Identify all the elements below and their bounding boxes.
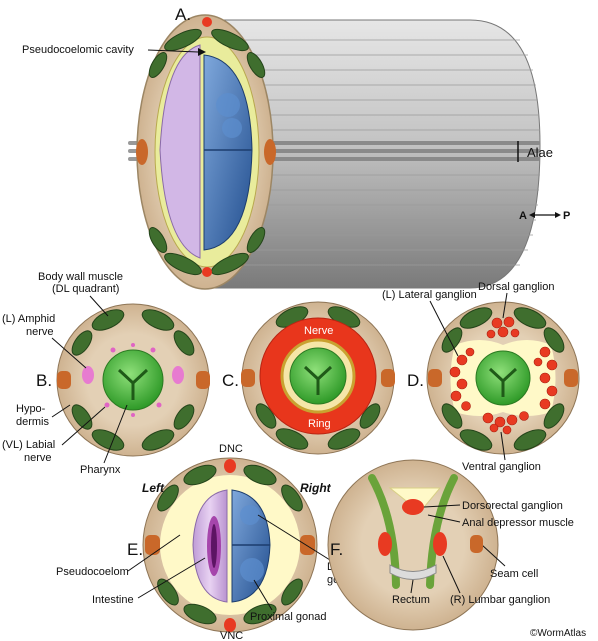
dorsal-ganglion-label: Dorsal ganglion (478, 281, 554, 293)
pharynx-c (289, 347, 347, 405)
seam-cell-left-a (136, 139, 148, 165)
rectum-label: Rectum (392, 594, 430, 606)
axis-p-label: P (563, 210, 570, 222)
labial-nerves (104, 343, 162, 417)
body-wall-muscle-label: Body wall muscle (38, 271, 123, 283)
ventral-cord-a (202, 267, 212, 277)
ring-label: Ring (308, 418, 331, 430)
muscles-d (441, 307, 565, 451)
seam-cell-right-a (264, 139, 276, 165)
seam-left-e (145, 535, 160, 555)
dorsorectal-label: Dorsorectal ganglion (462, 500, 563, 512)
right-label: Right (300, 481, 332, 495)
seam-right-e (300, 535, 315, 555)
muscles-c (255, 306, 381, 450)
cuticle-cylinder (199, 19, 541, 289)
seam-right-c (381, 369, 395, 387)
seam-left-c (241, 369, 255, 387)
pharynx-d (475, 350, 531, 406)
panel-d: D. (L) Lateral ganglion Dorsal ganglion … (382, 281, 580, 473)
muscles-b (71, 309, 195, 451)
nerve-label: Nerve (304, 325, 333, 337)
lumbar-right (433, 532, 447, 556)
lateral-ganglion-label: (L) Lateral ganglion (382, 289, 477, 301)
seam-right-b (196, 371, 210, 389)
amphid-nerve-l (82, 366, 94, 384)
axis-a-label: A (519, 210, 527, 222)
panel-c-letter: C. (222, 371, 239, 390)
labial-label: (VL) Labial (2, 439, 55, 451)
copyright: ©WormAtlas (530, 628, 586, 639)
pharynx-b (102, 349, 164, 411)
pharynx-lumen-b (117, 368, 149, 400)
pharynx-lumen-c (303, 365, 333, 395)
dorsorectal-ganglion-f (402, 499, 424, 515)
panel-b: B. Body wall muscle (DL quadrant) (L) Am… (2, 271, 210, 476)
panel-b-letter: B. (36, 371, 52, 390)
pseudocoelom-e (160, 475, 300, 615)
panel-e-letter: E. (127, 540, 143, 559)
intestine-a (159, 44, 201, 259)
rectum-f (389, 564, 437, 580)
panel-a: A. Pseudocoelomic cavity Alae A P (22, 5, 570, 290)
ventral-ganglion-label: Ventral ganglion (462, 461, 541, 473)
seam-left-b (57, 371, 71, 389)
alae-ridges (128, 141, 540, 161)
labial-label-2: nerve (24, 452, 52, 464)
panel-d-letter: D. (407, 371, 424, 390)
left-label: Left (142, 481, 165, 495)
panel-a-letter: A. (175, 5, 191, 24)
dl-quadrant-label: (DL quadrant) (52, 283, 119, 295)
annulation-lines (215, 39, 540, 266)
dnc-e (224, 459, 236, 473)
lumbar-left (378, 532, 392, 556)
intestine-label: Intestine (92, 594, 134, 606)
vnc-e (224, 618, 236, 632)
pharynx-label: Pharynx (80, 464, 121, 476)
seam-right-f (470, 535, 483, 553)
seam-cell-label: Seam cell (490, 568, 538, 580)
amphid-label: (L) Amphid (2, 313, 55, 325)
seam-left-d (428, 369, 442, 387)
ganglia-d (449, 316, 558, 435)
anal-depressor-label: Anal depressor muscle (462, 517, 574, 529)
muscles-a (148, 28, 266, 276)
pseudocoelomic-cavity-label: Pseudocoelomic cavity (22, 44, 134, 56)
seam-right-d (564, 369, 578, 387)
hypodermis-label: Hypo- (16, 403, 46, 415)
alae-label: Alae (527, 145, 553, 160)
amphid-label-2: nerve (26, 326, 54, 338)
dnc-label: DNC (219, 443, 243, 455)
panel-c: C. Nerve Ring (222, 301, 395, 455)
panel-f-letter: F. (330, 540, 343, 559)
amphid-nerve-r (172, 366, 184, 384)
muscles-e (157, 464, 303, 625)
lumbar-ganglion-label: (R) Lumbar ganglion (450, 594, 550, 606)
section-f-tissue (327, 459, 499, 631)
vnc-label: VNC (220, 630, 243, 641)
panel-e: E. DNC Left Right Pseudocoelom Intestine… (56, 443, 358, 641)
hypodermis-label-2: dermis (16, 416, 50, 428)
dorsal-cord-a (202, 17, 212, 27)
proximal-gonad-label: Proximal gonad (250, 611, 326, 623)
panel-f: F. Dorsorectal ganglion Anal depressor m… (327, 459, 574, 631)
pseudocoelom-label: Pseudocoelom (56, 566, 129, 578)
